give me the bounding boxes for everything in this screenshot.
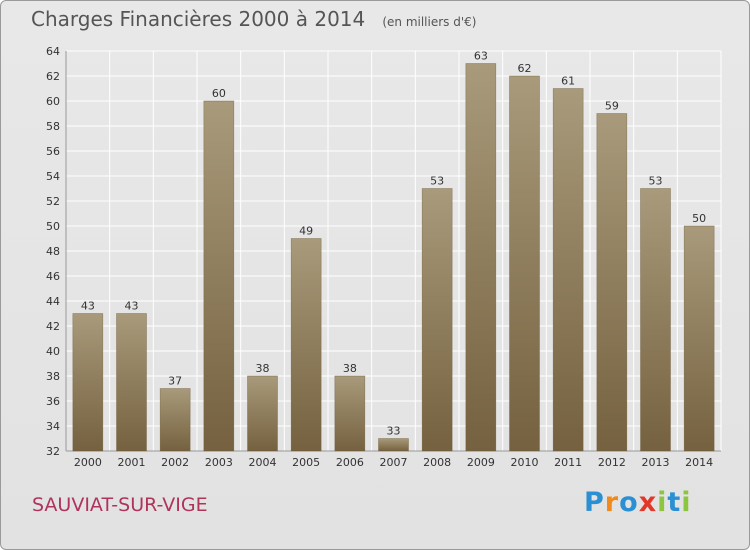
bar-outline: [509, 75, 540, 452]
y-tick-label: 64: [46, 45, 60, 58]
x-tick-label: 2008: [423, 456, 451, 469]
x-tick-label: 2003: [205, 456, 233, 469]
y-tick-label: 44: [46, 295, 60, 308]
bar-outline: [421, 188, 453, 452]
data-label: 61: [561, 75, 575, 88]
y-tick-label: 38: [46, 370, 60, 383]
y-tick-label: 58: [46, 120, 60, 133]
bar: [509, 76, 540, 451]
title-block: Charges Financières 2000 à 2014 (en mill…: [31, 7, 476, 31]
bar: [160, 388, 191, 451]
bar: [553, 88, 584, 451]
bar-outline: [596, 113, 628, 452]
y-tick-label: 50: [46, 220, 60, 233]
x-tick-label: 2009: [467, 456, 495, 469]
data-label: 38: [343, 362, 357, 375]
bar-outline: [552, 88, 584, 452]
y-tick-label: 42: [46, 320, 60, 333]
x-tick-label: 2001: [118, 456, 146, 469]
logo-letter: P: [584, 487, 605, 518]
chart-subtitle: (en milliers d'€): [382, 15, 477, 29]
data-label: 53: [649, 175, 663, 188]
bar-outline: [203, 100, 235, 452]
y-tick-label: 48: [46, 245, 60, 258]
bar: [596, 113, 627, 451]
bar: [640, 188, 671, 451]
chart-title: Charges Financières 2000 à 2014: [31, 7, 366, 31]
data-label: 60: [212, 87, 226, 100]
y-tick-label: 46: [46, 270, 60, 283]
x-tick-label: 2005: [292, 456, 320, 469]
bar: [291, 238, 322, 451]
data-label: 33: [387, 425, 401, 438]
y-tick-label: 62: [46, 70, 60, 83]
data-label: 63: [474, 50, 488, 63]
x-tick-label: 2002: [161, 456, 189, 469]
bar: [422, 188, 453, 451]
y-tick-label: 56: [46, 145, 60, 158]
proxiti-logo: Proxiti: [584, 487, 692, 518]
logo-letter: i: [681, 487, 692, 518]
data-label: 50: [692, 212, 706, 225]
y-tick-label: 40: [46, 345, 60, 358]
bar: [116, 313, 147, 451]
x-tick-label: 2013: [642, 456, 670, 469]
logo-letter: t: [667, 487, 682, 518]
place-name: SAUVIAT-SUR-VIGE: [32, 494, 208, 516]
y-tick-label: 36: [46, 395, 60, 408]
logo-letter: r: [604, 487, 620, 518]
data-label: 49: [299, 225, 313, 238]
bar: [334, 376, 365, 451]
y-tick-label: 32: [46, 445, 60, 458]
bar-outline: [159, 388, 191, 452]
logo-letter: x: [638, 487, 658, 518]
data-label: 53: [430, 175, 444, 188]
data-label: 37: [168, 375, 182, 388]
bar-outline: [334, 375, 366, 452]
y-tick-label: 52: [46, 195, 60, 208]
data-label: 62: [518, 62, 532, 75]
bar-outline: [683, 225, 715, 452]
x-tick-label: 2014: [685, 456, 713, 469]
bar: [378, 438, 409, 451]
logo-letter: i: [657, 487, 668, 518]
bar: [465, 63, 496, 451]
y-tick-label: 34: [46, 420, 60, 433]
bar: [684, 226, 715, 451]
x-tick-label: 2010: [511, 456, 539, 469]
x-tick-label: 2012: [598, 456, 626, 469]
bar-outline: [247, 375, 278, 452]
y-tick-label: 60: [46, 95, 60, 108]
bar-outline: [640, 188, 671, 452]
logo-letter: o: [619, 487, 639, 518]
data-label: 43: [125, 300, 139, 313]
bar: [203, 101, 234, 451]
y-tick-label: 54: [46, 170, 60, 183]
x-tick-label: 2004: [249, 456, 277, 469]
x-tick-label: 2007: [380, 456, 408, 469]
bar: [72, 313, 103, 451]
bar: [247, 376, 278, 451]
bar-outline: [116, 313, 147, 452]
bar-outline: [72, 313, 104, 452]
bar-outline: [465, 63, 497, 452]
x-tick-label: 2011: [554, 456, 582, 469]
x-tick-label: 2000: [74, 456, 102, 469]
bar-outline: [378, 438, 409, 452]
data-label: 38: [256, 362, 270, 375]
bar-outline: [290, 238, 322, 452]
data-label: 59: [605, 100, 619, 113]
x-tick-label: 2006: [336, 456, 364, 469]
data-label: 43: [81, 300, 95, 313]
